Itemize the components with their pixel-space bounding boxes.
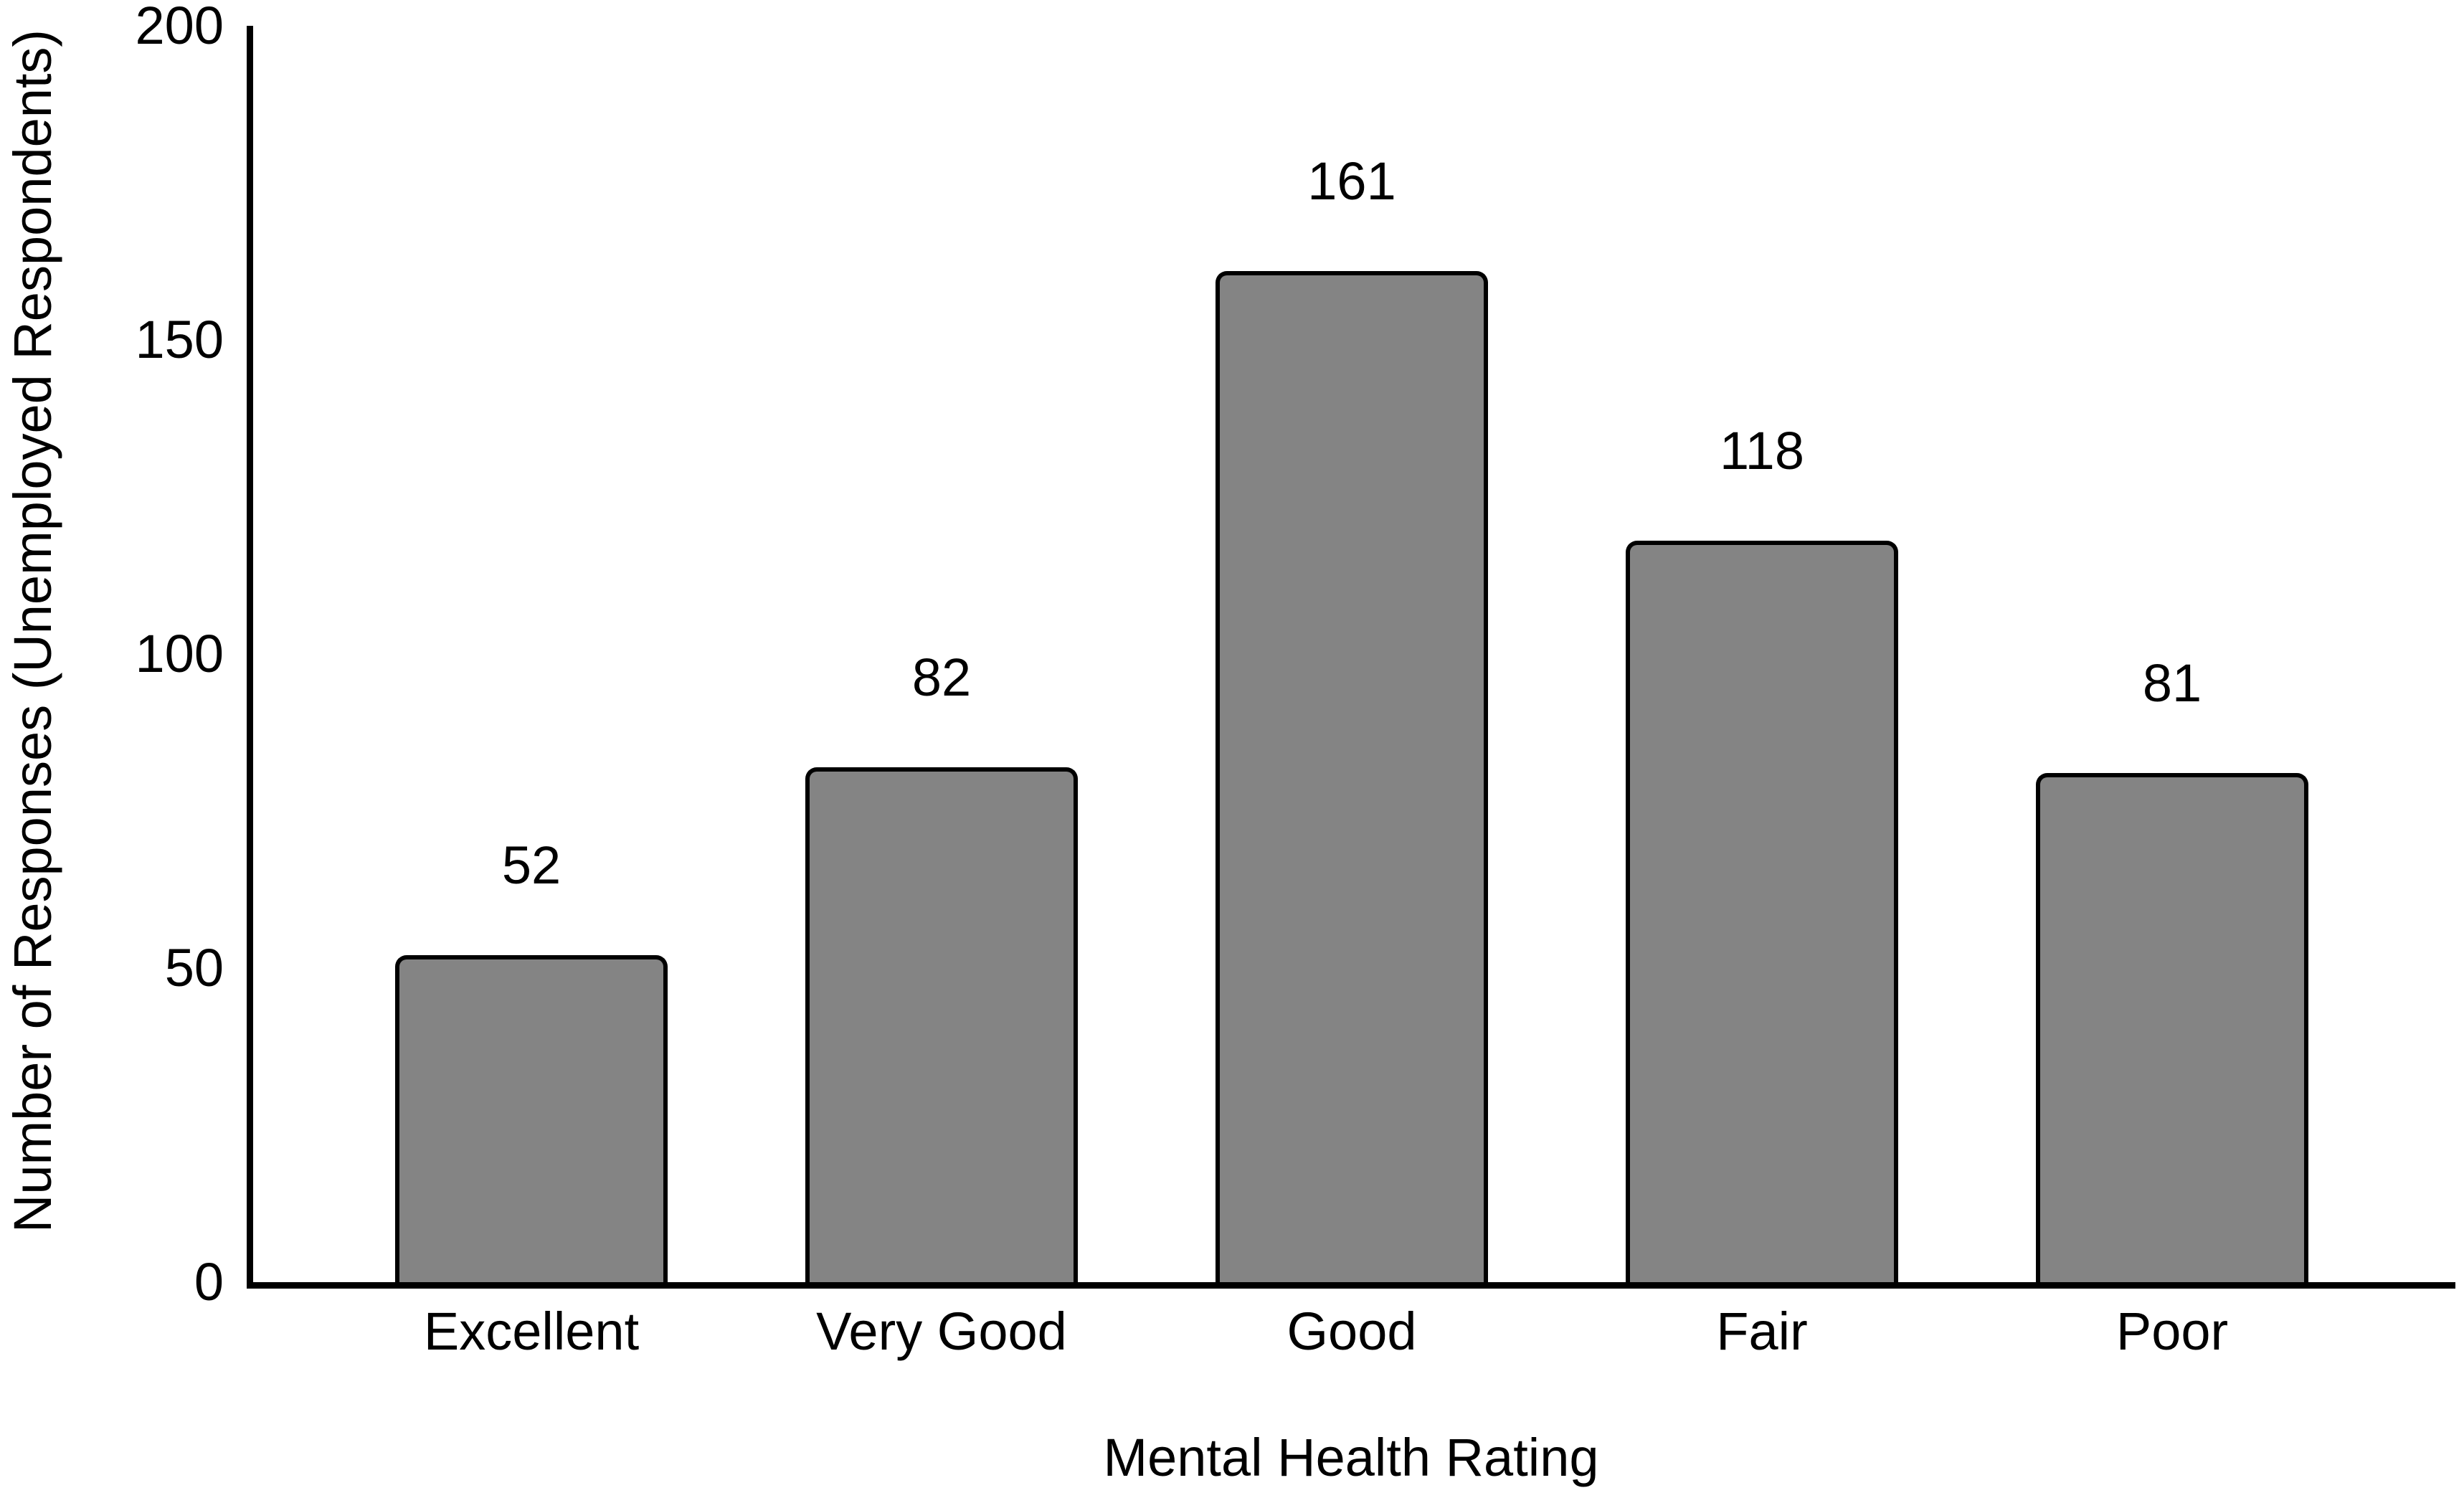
bar-poor <box>2036 773 2308 1282</box>
x-axis-line <box>247 1282 2455 1289</box>
bar-very-good <box>805 767 1078 1282</box>
x-tick-label-poor: Poor <box>2115 1302 2229 1361</box>
x-tick-label-very-good: Very Good <box>816 1302 1067 1361</box>
x-tick-label-good: Good <box>1287 1302 1417 1361</box>
y-tick-label: 100 <box>135 624 224 683</box>
y-tick-label: 50 <box>164 938 224 997</box>
bar-value-label: 52 <box>501 835 561 896</box>
bar-good <box>1216 270 1488 1282</box>
x-axis-title: Mental Health Rating <box>1103 1428 1599 1487</box>
y-tick-label: 200 <box>135 0 224 55</box>
bar-excellent <box>395 955 668 1282</box>
y-tick-label: 150 <box>135 310 224 369</box>
x-tick-label-fair: Fair <box>1716 1302 1808 1361</box>
bar-fair <box>1626 541 1898 1282</box>
y-tick-label: 0 <box>194 1252 224 1312</box>
bar-value-label: 118 <box>1720 421 1804 481</box>
y-axis-line <box>247 26 253 1289</box>
x-tick-label-excellent: Excellent <box>423 1302 640 1361</box>
bar-value-label: 161 <box>1307 151 1396 211</box>
bar-value-label: 81 <box>2142 653 2202 714</box>
bar-value-label: 82 <box>911 647 972 707</box>
